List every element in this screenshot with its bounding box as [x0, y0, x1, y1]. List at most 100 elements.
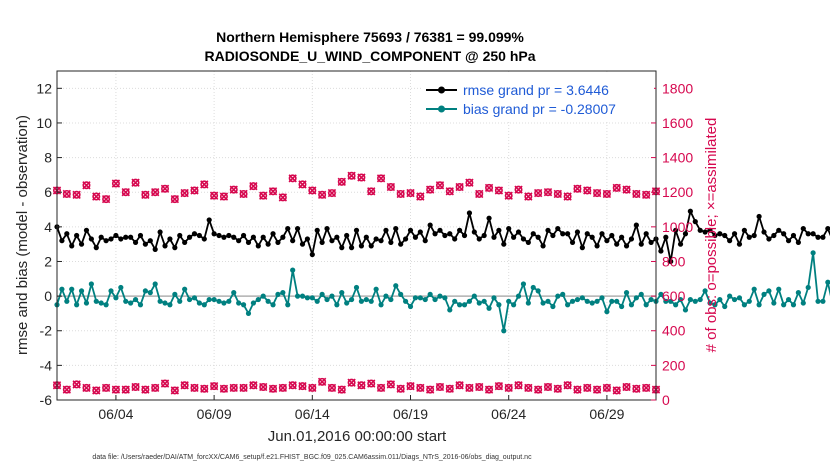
obs-cross-b — [62, 189, 71, 199]
rmse-point — [795, 239, 801, 246]
rmse-point — [128, 234, 134, 240]
bias-point — [815, 298, 821, 304]
obs-cross-b — [72, 380, 81, 389]
obs-circle — [62, 189, 71, 198]
rmse-point — [383, 227, 389, 233]
rmse-point — [471, 229, 477, 235]
bias-point — [329, 293, 335, 299]
bias-point — [255, 296, 261, 303]
obs-circle — [131, 178, 140, 187]
obs-cross-b — [504, 191, 513, 200]
rmse-point — [69, 243, 75, 249]
rmse-point — [388, 239, 394, 246]
rmse-point — [363, 234, 369, 240]
obs-assimilated-point — [465, 383, 474, 393]
rmse-point — [275, 239, 281, 246]
bias-point — [172, 291, 178, 297]
obs-cross-b — [219, 192, 229, 201]
obs-cross-b — [268, 384, 278, 393]
obs-cross-b — [298, 180, 307, 189]
obs-circle — [239, 189, 248, 198]
obs-circle — [642, 190, 651, 199]
bias-point — [746, 298, 752, 304]
obs-cross-b — [533, 385, 543, 394]
bias-point — [437, 293, 443, 299]
obs-cross-b — [288, 381, 297, 390]
rmse-point — [594, 243, 600, 249]
obs-cross-b — [592, 385, 602, 394]
rmse-point — [466, 210, 473, 216]
rmse-point — [452, 236, 458, 242]
bias-point — [402, 298, 409, 304]
rmse-point — [231, 234, 237, 240]
obs-circle — [357, 173, 366, 182]
bias-point — [569, 298, 576, 304]
rmse-point — [98, 234, 104, 240]
obs-possible-point — [180, 188, 189, 198]
rmse-point — [59, 238, 65, 244]
bias-point — [648, 296, 654, 303]
obs-assimilated-point — [62, 385, 71, 394]
bias-point — [697, 296, 703, 303]
rmse-point — [427, 222, 433, 228]
obs-cross-b — [239, 383, 248, 393]
obs-assimilated-point — [190, 383, 199, 393]
obs-circle — [573, 184, 582, 193]
obs-possible-point — [632, 189, 641, 199]
obs-circle — [396, 189, 405, 198]
obs-cross-b — [524, 192, 533, 201]
rmse-point — [486, 215, 492, 221]
rmse-point — [132, 239, 139, 246]
obs-assimilated-point — [573, 385, 582, 394]
bias-point — [142, 288, 148, 294]
bias-point — [132, 296, 139, 303]
obs-circle — [583, 383, 592, 392]
rmse-point — [756, 213, 762, 220]
rmse-point — [358, 243, 365, 249]
obs-assimilated-point — [632, 384, 641, 393]
bias-point — [584, 298, 590, 304]
obs-cross-b — [101, 383, 111, 393]
rmse-point — [682, 231, 689, 237]
obs-cross-b — [435, 181, 445, 190]
bias-point — [673, 302, 679, 308]
obs-circle — [583, 186, 592, 195]
obs-possible-point — [72, 190, 81, 199]
obs-possible-point — [563, 192, 572, 201]
bias-point — [545, 298, 551, 304]
obs-possible-point — [533, 188, 543, 198]
obs-circle — [72, 380, 81, 389]
rmse-point — [240, 232, 247, 239]
obs-circle — [416, 192, 425, 201]
obs-circle — [72, 190, 81, 199]
bias-point — [383, 293, 389, 299]
rmse-point — [579, 245, 585, 251]
obs-circle — [642, 383, 651, 392]
obs-circle — [435, 383, 444, 392]
y2-tick-label: 1600 — [662, 115, 693, 131]
obs-possible-point — [524, 192, 533, 201]
rmse-point — [147, 238, 153, 244]
rmse-point — [88, 236, 94, 242]
rmse-point — [609, 232, 615, 239]
bias-point — [447, 307, 453, 313]
legend: rmse grand pr = 3.6446 bias grand pr = -… — [421, 74, 654, 120]
y2-tick-label: 0 — [662, 392, 670, 408]
bias-point — [388, 296, 394, 303]
bias-point — [731, 296, 738, 303]
y2-tick-label: 1200 — [662, 184, 693, 200]
obs-possible-point — [200, 180, 209, 189]
chart-title-line2: RADIOSONDE_U_WIND_COMPONENT @ 250 hPa — [204, 48, 535, 64]
obs-cross-b — [514, 185, 523, 194]
bias-point — [157, 298, 163, 304]
rmse-point — [211, 231, 217, 237]
rmse-point — [191, 231, 198, 237]
obs-cross-b — [445, 187, 454, 196]
bias-point — [378, 302, 384, 308]
obs-cross-b — [543, 188, 553, 197]
obs-assimilated-point — [416, 383, 425, 393]
obs-circle — [92, 386, 101, 395]
obs-circle — [210, 382, 219, 391]
rmse-point — [663, 234, 669, 240]
rmse-point — [260, 234, 266, 240]
